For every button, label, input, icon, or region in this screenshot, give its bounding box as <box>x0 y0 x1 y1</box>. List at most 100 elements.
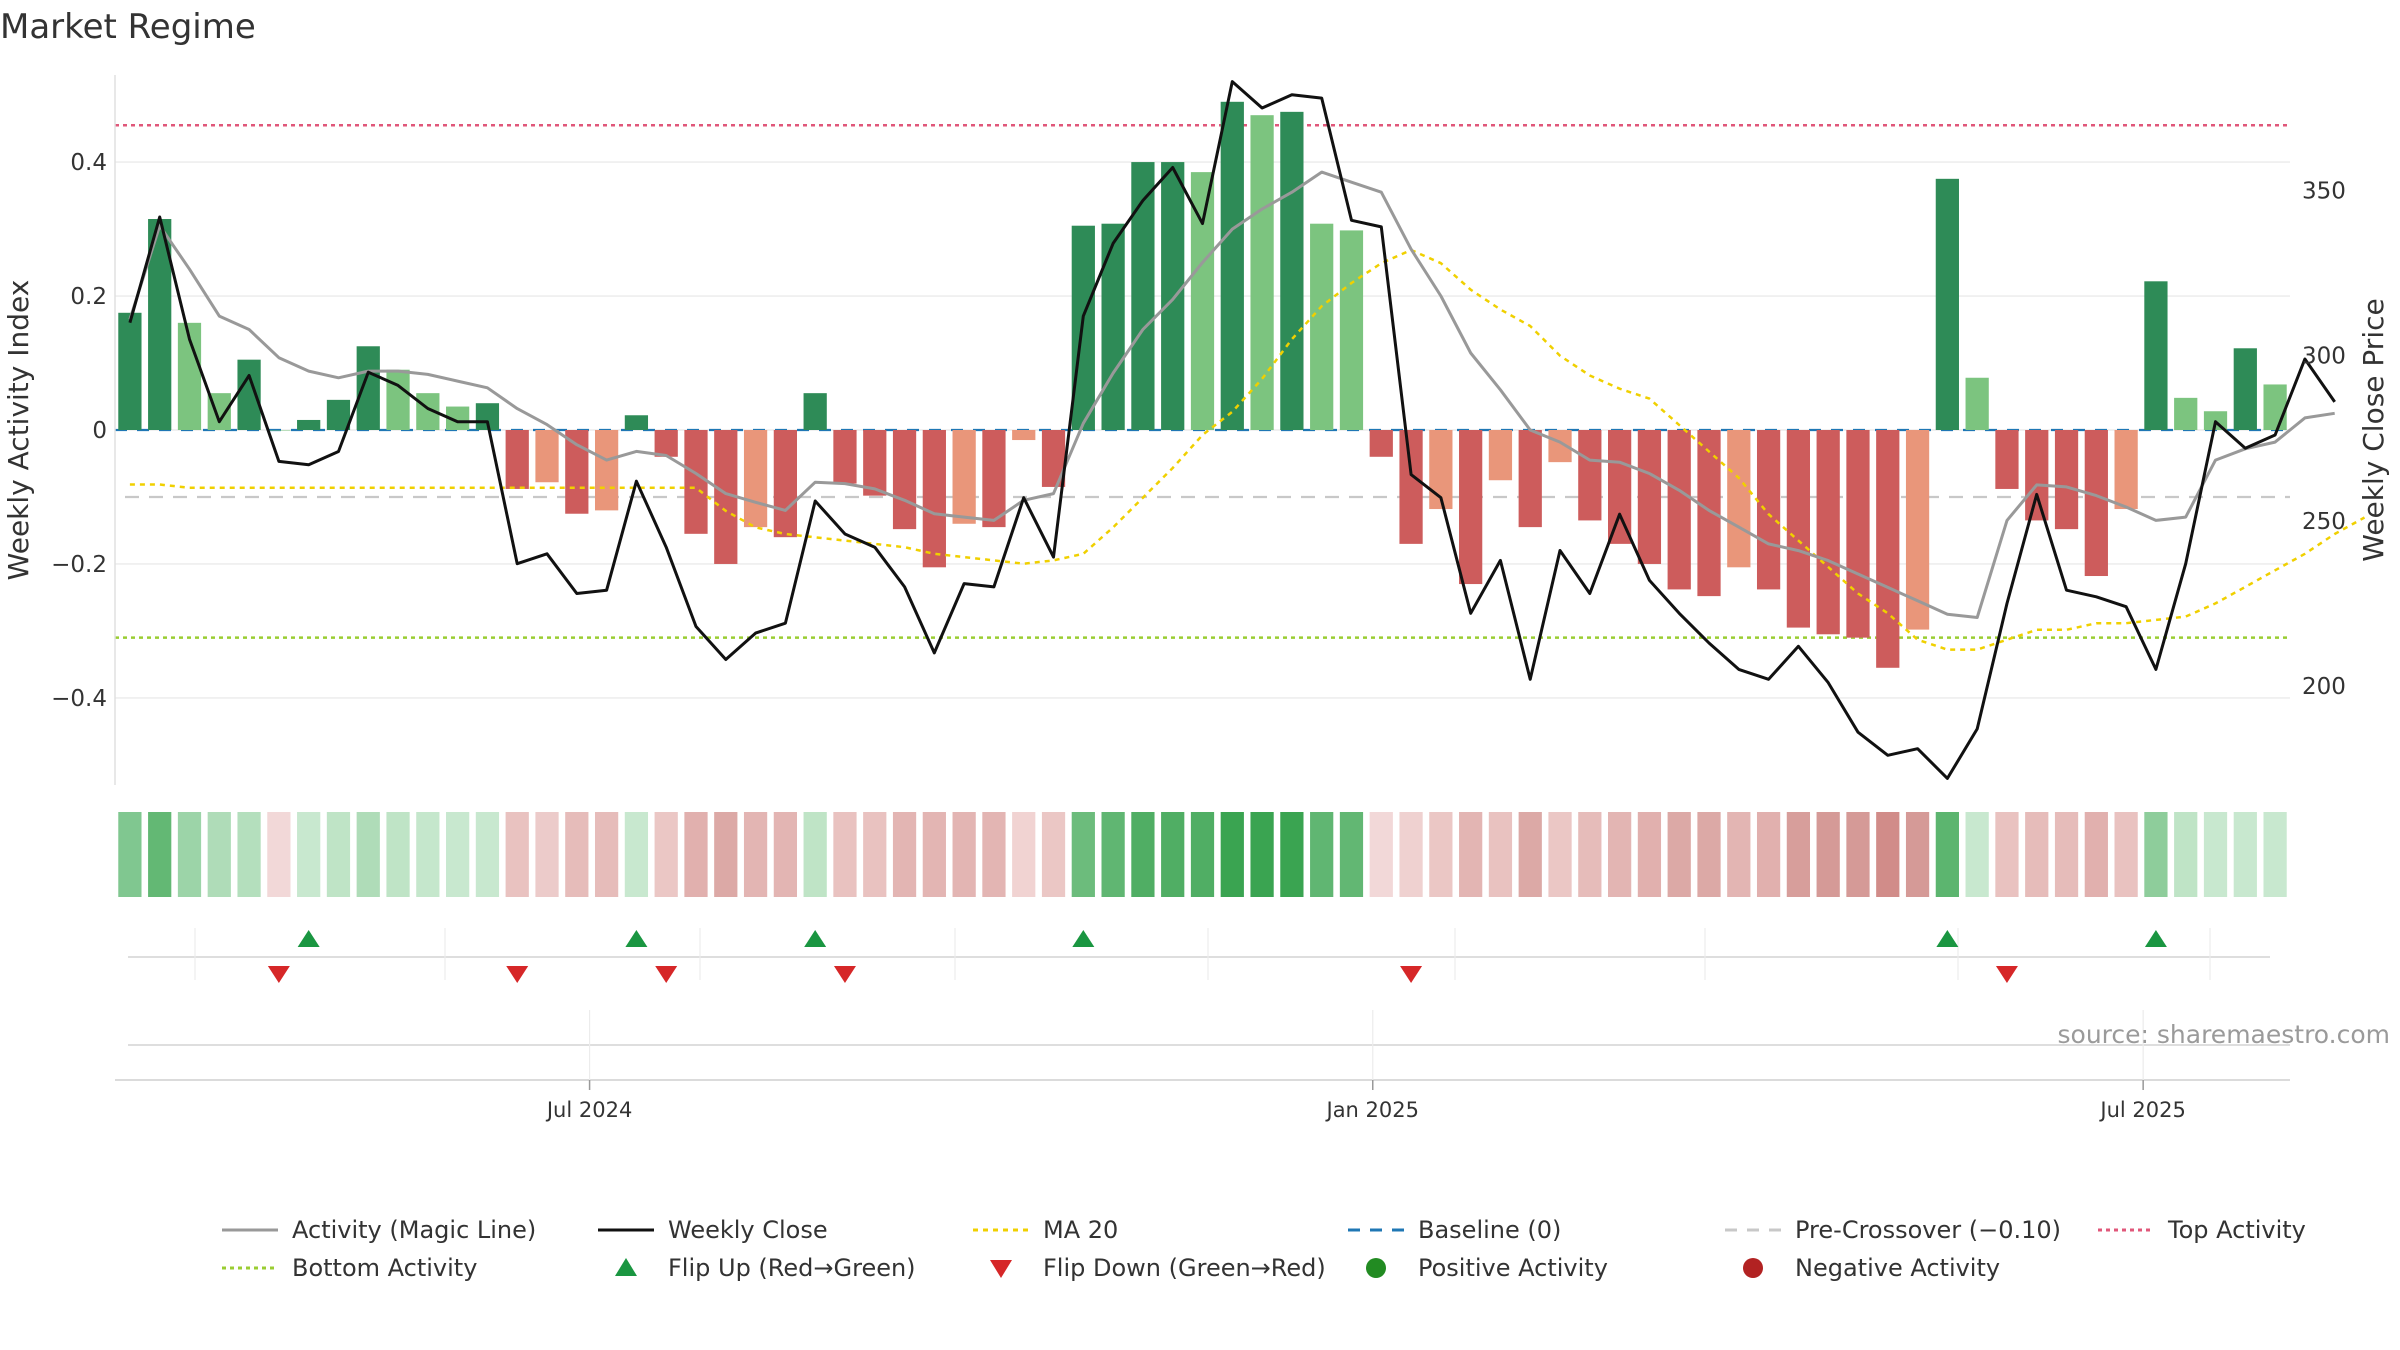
y-tick-left: −0.2 <box>51 552 107 578</box>
activity-bar <box>2263 384 2287 430</box>
regime-strip-cell <box>743 812 768 897</box>
activity-bar <box>2174 397 2198 430</box>
magic-line <box>128 170 2335 619</box>
activity-bar <box>1846 430 1870 638</box>
legend-label: Activity (Magic Line) <box>292 1216 536 1244</box>
activity-bar <box>773 430 797 538</box>
flip-up-marker <box>625 930 648 947</box>
activity-bar <box>565 430 589 514</box>
legend-label: Flip Down (Green→Red) <box>1043 1254 1326 1282</box>
regime-strip-cell <box>982 812 1006 897</box>
regime-strip-cell <box>2025 812 2049 897</box>
activity-bar <box>148 219 172 430</box>
regime-strip-cell <box>1935 812 1959 897</box>
activity-bar <box>1459 430 1483 585</box>
activity-bar <box>1518 430 1542 528</box>
regime-color-strip <box>118 812 2287 897</box>
regime-strip-cell <box>446 812 470 897</box>
regime-strip-cell <box>535 812 559 897</box>
activity-bar <box>1697 430 1721 597</box>
activity-bar <box>1548 430 1572 463</box>
activity-bar <box>714 430 738 564</box>
regime-strip-cell <box>1161 812 1185 897</box>
activity-bar <box>892 430 917 530</box>
regime-strip-cell <box>2233 812 2257 897</box>
activity-bar <box>1965 377 1989 430</box>
regime-strip-cell <box>1339 812 1364 897</box>
activity-bar <box>1399 430 1423 544</box>
activity-bar <box>535 430 559 483</box>
regime-strip-cell <box>1608 812 1632 897</box>
regime-strip-cell <box>1965 812 1989 897</box>
x-tick-label: Jan 2025 <box>1325 1098 1420 1122</box>
regime-strip-cell <box>773 812 797 897</box>
activity-bar <box>654 430 678 457</box>
activity-bar <box>1131 162 1155 430</box>
regime-strip-cell <box>237 812 261 897</box>
activity-bar <box>326 399 351 430</box>
flip-down-marker <box>267 966 290 983</box>
activity-bar <box>505 430 529 489</box>
regime-strip-cell <box>1697 812 1721 897</box>
regime-strip-cell <box>1667 812 1691 897</box>
axes: 0.4 0.2 0 −0.2 −0.4 350 300 250 200 <box>51 75 2346 785</box>
activity-bar <box>2144 281 2168 430</box>
legend-item: Flip Up (Red→Green) <box>615 1254 916 1282</box>
regime-strip-cell <box>1756 812 1781 897</box>
weekly-close-line <box>128 80 2336 780</box>
regime-strip-cell <box>2084 812 2108 897</box>
activity-bar <box>1161 162 1185 430</box>
regime-strip-cell <box>1429 812 1453 897</box>
regime-strip-cell <box>356 812 380 897</box>
activity-bar <box>1786 430 1811 628</box>
y-tick-left: 0.2 <box>70 284 107 310</box>
regime-strip-cell <box>1846 812 1870 897</box>
y-tick-right: 250 <box>2302 509 2346 535</box>
activity-bar <box>237 359 261 430</box>
regime-strip-cell <box>416 812 440 897</box>
regime-strip-cell <box>207 812 231 897</box>
activity-bar <box>624 415 649 430</box>
activity-bar <box>1220 101 1244 430</box>
regime-strip-cell <box>2114 812 2138 897</box>
regime-strip-cell <box>148 812 172 897</box>
activity-bar <box>982 430 1006 528</box>
regime-strip-cell <box>922 812 946 897</box>
regime-strip-cell <box>1905 812 1930 897</box>
regime-strip-cell <box>297 812 321 897</box>
regime-strip-cell <box>892 812 917 897</box>
source-label: source: sharemaestro.com <box>2058 1020 2391 1049</box>
regime-strip-cell <box>1250 812 1274 897</box>
activity-bar <box>952 430 976 524</box>
flip-down-marker <box>833 966 856 983</box>
activity-bar <box>1369 430 1393 457</box>
activity-bar <box>2054 430 2079 530</box>
regime-strip-cell <box>624 812 649 897</box>
regime-strip-cell <box>1190 812 1215 897</box>
activity-bar <box>1727 430 1751 568</box>
legend-label: Top Activity <box>2167 1216 2306 1244</box>
legend-label: MA 20 <box>1043 1216 1118 1244</box>
activity-bar <box>743 430 768 528</box>
activity-bar <box>1310 223 1334 430</box>
activity-bar <box>922 430 946 568</box>
flip-down-marker <box>1995 966 2018 983</box>
activity-bar <box>1935 178 1959 430</box>
activity-bar <box>1488 430 1513 481</box>
activity-bar <box>1012 430 1036 441</box>
y-axis-right-label: Weekly Close Price <box>2357 298 2390 561</box>
regime-strip-cell <box>1012 812 1036 897</box>
regime-strip-cell <box>684 812 708 897</box>
regime-strip-cell <box>833 812 857 897</box>
legend-item: Activity (Magic Line) <box>222 1216 536 1244</box>
activity-bars <box>118 101 2287 668</box>
legend-flip-down-icon <box>990 1260 1012 1278</box>
activity-bar <box>177 322 202 430</box>
x-axis: Jul 2024 Jan 2025 Jul 2025 <box>115 1010 2290 1122</box>
regime-strip-cell <box>177 812 202 897</box>
regime-strip-cell <box>1786 812 1811 897</box>
regime-strip-cell <box>1071 812 1095 897</box>
y-tick-left: 0.4 <box>70 150 107 176</box>
activity-bar <box>863 430 887 496</box>
